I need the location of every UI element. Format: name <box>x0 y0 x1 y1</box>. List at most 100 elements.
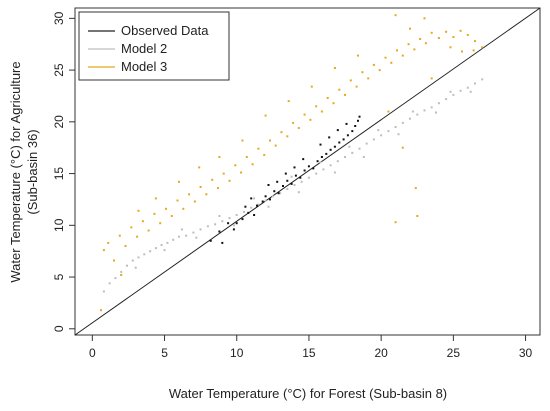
data-point <box>338 88 341 91</box>
data-point <box>154 247 157 250</box>
data-point <box>182 207 185 210</box>
data-point <box>240 171 243 174</box>
data-point <box>294 174 297 177</box>
data-point <box>256 204 258 207</box>
data-point <box>261 200 264 203</box>
y-tick-label: 30 <box>52 11 66 25</box>
data-point <box>416 215 419 217</box>
data-point <box>250 197 253 200</box>
x-tick-label: 30 <box>519 346 533 360</box>
data-point <box>274 144 277 147</box>
data-point <box>159 222 162 225</box>
data-point <box>149 250 152 253</box>
data-point <box>416 113 419 116</box>
data-point <box>178 180 180 183</box>
data-point <box>108 282 111 285</box>
x-tick-label: 15 <box>302 346 316 360</box>
data-point <box>273 190 276 193</box>
data-point <box>154 197 157 200</box>
data-point <box>445 30 448 33</box>
data-point <box>297 127 300 129</box>
y-tick-label: 5 <box>52 273 66 280</box>
data-point <box>131 259 134 262</box>
data-point <box>284 172 287 175</box>
data-point <box>227 222 230 225</box>
data-point <box>315 105 318 108</box>
data-point <box>264 195 267 198</box>
data-point <box>267 205 270 208</box>
data-point <box>397 133 400 136</box>
data-point <box>394 14 397 17</box>
data-point <box>277 192 280 195</box>
data-point <box>413 48 416 51</box>
data-point <box>300 180 303 183</box>
data-point <box>257 147 260 150</box>
data-point <box>199 228 202 231</box>
data-point <box>419 38 422 40</box>
data-point <box>461 50 463 53</box>
data-point <box>358 147 361 150</box>
data-point <box>445 98 448 101</box>
data-point <box>286 135 289 138</box>
data-point <box>136 235 139 238</box>
data-point <box>303 113 306 116</box>
data-point <box>358 115 361 118</box>
data-point <box>424 42 427 45</box>
data-point <box>377 129 380 132</box>
data-point <box>414 187 417 190</box>
data-point <box>287 100 290 103</box>
x-tick-label: 20 <box>374 346 388 360</box>
data-point <box>244 205 247 208</box>
data-point <box>199 186 202 188</box>
data-point <box>297 191 300 194</box>
data-point <box>120 274 123 276</box>
data-point <box>394 126 397 128</box>
data-point <box>271 195 274 198</box>
data-point <box>126 264 128 267</box>
data-point <box>235 214 238 216</box>
data-point <box>141 220 144 223</box>
data-point <box>232 228 235 231</box>
y-tick-label: 20 <box>52 115 66 129</box>
y-tick-label: 0 <box>52 325 66 332</box>
data-point <box>214 223 217 226</box>
data-point <box>211 178 214 181</box>
data-point <box>137 256 140 259</box>
data-point <box>329 164 332 167</box>
data-point <box>102 249 105 252</box>
data-point <box>165 207 167 210</box>
data-point <box>299 176 302 179</box>
data-point <box>114 277 117 280</box>
data-point <box>435 111 437 114</box>
data-point <box>193 200 196 203</box>
data-point <box>346 134 349 137</box>
data-point <box>357 119 359 122</box>
data-point <box>153 212 156 215</box>
data-point <box>290 175 293 178</box>
data-point <box>264 199 267 202</box>
data-point <box>113 259 115 262</box>
data-point <box>282 185 284 187</box>
data-point <box>349 79 352 82</box>
data-point <box>380 134 383 137</box>
data-point <box>170 215 173 217</box>
x-tick-label: 10 <box>230 346 244 360</box>
data-point <box>188 193 191 196</box>
data-point <box>365 142 368 145</box>
data-point <box>286 179 289 182</box>
data-point <box>134 266 137 269</box>
data-point <box>205 193 208 196</box>
data-point <box>459 29 462 32</box>
data-point <box>355 85 358 88</box>
data-point <box>221 220 224 223</box>
y-axis-title-line2: (Sub-basin 36) <box>25 129 40 214</box>
data-point <box>206 225 209 228</box>
x-axis-title: Water Temperature (°C) for Forest (Sub-b… <box>169 386 447 401</box>
data-point <box>198 166 201 169</box>
data-point <box>280 131 283 134</box>
data-point <box>423 109 426 112</box>
data-point <box>430 31 433 34</box>
data-point <box>384 56 387 59</box>
data-point <box>474 82 476 85</box>
